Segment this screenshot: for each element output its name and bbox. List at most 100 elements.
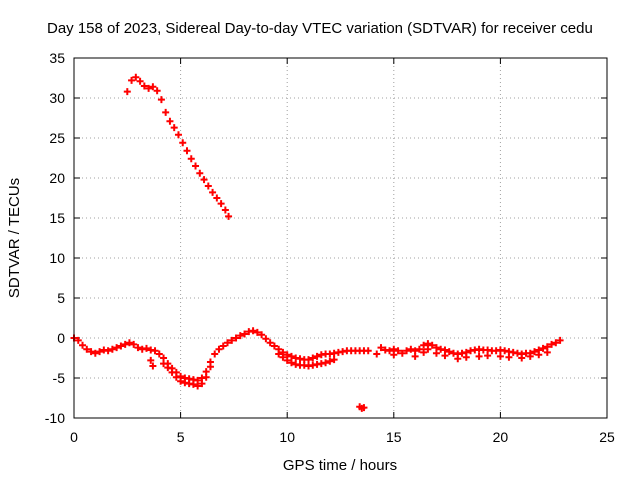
data-point <box>136 77 144 85</box>
data-point <box>187 155 195 163</box>
data-point <box>364 347 372 355</box>
data-series <box>123 73 233 220</box>
data-point <box>526 352 534 360</box>
data-point <box>411 352 419 360</box>
y-tick-label: 0 <box>57 330 65 346</box>
data-point <box>518 354 526 362</box>
data-point <box>407 345 415 353</box>
x-tick-label: 20 <box>493 429 509 445</box>
data-point <box>475 352 483 360</box>
data-point <box>96 348 104 356</box>
data-point <box>142 344 150 352</box>
data-point <box>209 188 217 196</box>
data-series <box>70 327 372 384</box>
data-point <box>79 341 87 349</box>
chart-title: Day 158 of 2023, Sidereal Day-to-day VTE… <box>47 20 593 37</box>
data-point <box>462 353 470 361</box>
data-point <box>130 340 138 348</box>
data-point <box>172 373 180 381</box>
y-tick-label: 30 <box>49 90 65 106</box>
x-tick-label: 15 <box>386 429 402 445</box>
data-point <box>496 352 504 360</box>
data-point <box>160 360 168 368</box>
data-point <box>287 359 295 367</box>
data-point <box>217 200 225 208</box>
data-point <box>275 350 283 358</box>
data-point <box>145 84 153 92</box>
data-point <box>454 355 462 363</box>
data-point <box>153 87 161 95</box>
data-point <box>149 362 157 370</box>
data-point <box>149 83 157 91</box>
data-point <box>253 328 261 336</box>
data-point <box>241 330 249 338</box>
data-point <box>87 348 95 356</box>
data-point <box>108 345 116 353</box>
data-point <box>189 380 197 388</box>
data-point <box>228 336 236 344</box>
y-tick-label: 15 <box>49 210 65 226</box>
data-point <box>151 347 159 355</box>
data-point <box>211 350 219 358</box>
data-point <box>128 76 136 84</box>
grid <box>74 58 607 418</box>
data-point <box>147 356 155 364</box>
data-point <box>215 345 223 353</box>
data-point <box>420 348 428 356</box>
data-point <box>403 347 411 355</box>
data-point <box>192 162 200 170</box>
data-point <box>213 194 221 202</box>
data-point <box>194 382 202 390</box>
data-point <box>266 339 274 347</box>
data-point <box>206 363 214 371</box>
data-point <box>420 341 428 349</box>
data-point <box>166 117 174 125</box>
data-point <box>123 88 131 96</box>
data-point <box>270 342 278 350</box>
data-point <box>262 335 270 343</box>
data-point <box>74 336 82 344</box>
data-point <box>236 332 244 340</box>
data-point <box>313 352 321 360</box>
data-point <box>386 347 394 355</box>
data-point <box>305 356 313 364</box>
data-point <box>204 182 212 190</box>
data-point <box>505 353 513 361</box>
data-point <box>132 73 140 81</box>
data-point <box>125 339 133 347</box>
data-series <box>160 350 338 390</box>
data-point <box>326 357 334 365</box>
data-point <box>232 334 240 342</box>
data-series <box>147 356 368 412</box>
data-point <box>415 345 423 353</box>
data-point <box>179 139 187 147</box>
data-points <box>70 73 564 412</box>
y-tick-label: -10 <box>45 410 65 426</box>
data-point <box>287 352 295 360</box>
data-point <box>83 345 91 353</box>
data-point <box>157 96 165 104</box>
data-point <box>134 344 142 352</box>
x-axis-label: GPS time / hours <box>283 457 397 474</box>
data-point <box>183 147 191 155</box>
data-point <box>330 356 338 364</box>
data-point <box>441 352 449 360</box>
data-point <box>200 176 208 184</box>
data-point <box>225 212 233 220</box>
data-point <box>531 348 539 356</box>
y-tick-label: 35 <box>49 50 65 66</box>
data-point <box>543 348 551 356</box>
y-tick-label: 20 <box>49 170 65 186</box>
x-tick-label: 5 <box>177 429 185 445</box>
data-point <box>249 327 257 335</box>
data-point <box>162 108 170 116</box>
data-point <box>432 349 440 357</box>
data-point <box>117 342 125 350</box>
data-point <box>424 345 432 353</box>
data-point <box>552 339 560 347</box>
axis-ticks: 0 5 10 15 20 25 -10 -5 0 5 10 15 20 25 30 35 <box>45 50 615 445</box>
data-point <box>373 350 381 358</box>
y-tick-label: -5 <box>53 370 66 386</box>
